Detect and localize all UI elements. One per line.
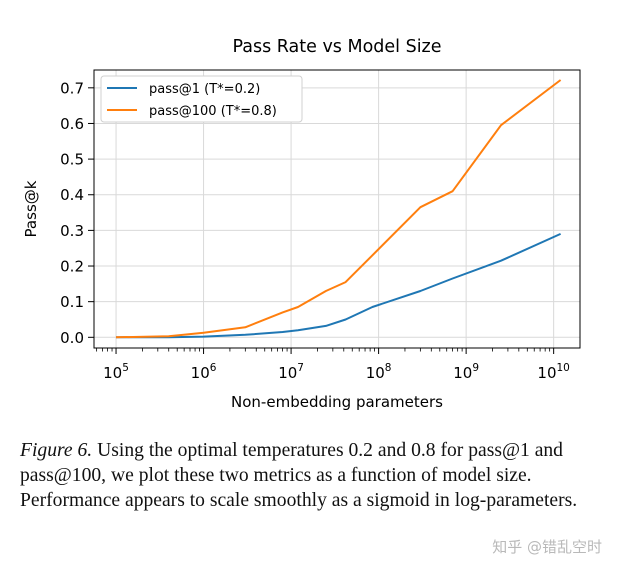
chart-title: Pass Rate vs Model Size [232,37,441,57]
legend-label-pass-at-100: pass@100 (T*=0.8) [149,104,277,119]
y-axis-ticks: 0.0 0.1 0.2 0.3 0.4 0.5 0.6 0.7 [60,79,94,347]
y-axis-label: Pass@k [22,180,40,237]
figure-label: Figure 6. [20,440,93,461]
x-tick-label: 109 [453,362,479,382]
x-tick-label: 1010 [537,362,569,382]
grid-lines [94,70,580,348]
y-tick-label: 0.5 [60,151,84,169]
x-tick-label: 106 [191,362,217,382]
x-axis-label: Non-embedding parameters [231,393,443,411]
x-tick-label: 107 [278,362,304,382]
y-tick-label: 0.4 [60,186,84,204]
y-tick-label: 0.1 [60,293,84,311]
y-tick-label: 0.0 [60,329,84,347]
series-line-pass-at-1 [116,232,562,339]
y-tick-label: 0.3 [60,222,84,240]
legend: pass@1 (T*=0.2) pass@100 (T*=0.8) [100,75,303,123]
legend-box [100,75,303,123]
legend-label-pass-at-1: pass@1 (T*=0.2) [149,82,260,97]
x-tick-label: 105 [103,362,129,382]
pass-rate-chart: Pass Rate vs Model Size 105 106 107 108 109 1… [22,37,581,411]
caption-text: Using the optimal temperatures 0.2 and 0… [20,440,578,511]
y-tick-label: 0.6 [60,115,84,133]
x-axis-ticks: 105 106 107 108 109 1010 [96,348,570,382]
y-tick-label: 0.2 [60,258,84,276]
series-line-pass-at-100 [115,79,562,339]
figure-caption: Figure 6. Using the optimal temperatures… [20,438,600,513]
plot-frame [93,69,581,349]
watermark: 知乎 @错乱空时 [492,538,602,556]
y-tick-label: 0.7 [60,79,84,97]
series-lines [115,79,562,339]
x-tick-label: 108 [366,362,392,382]
